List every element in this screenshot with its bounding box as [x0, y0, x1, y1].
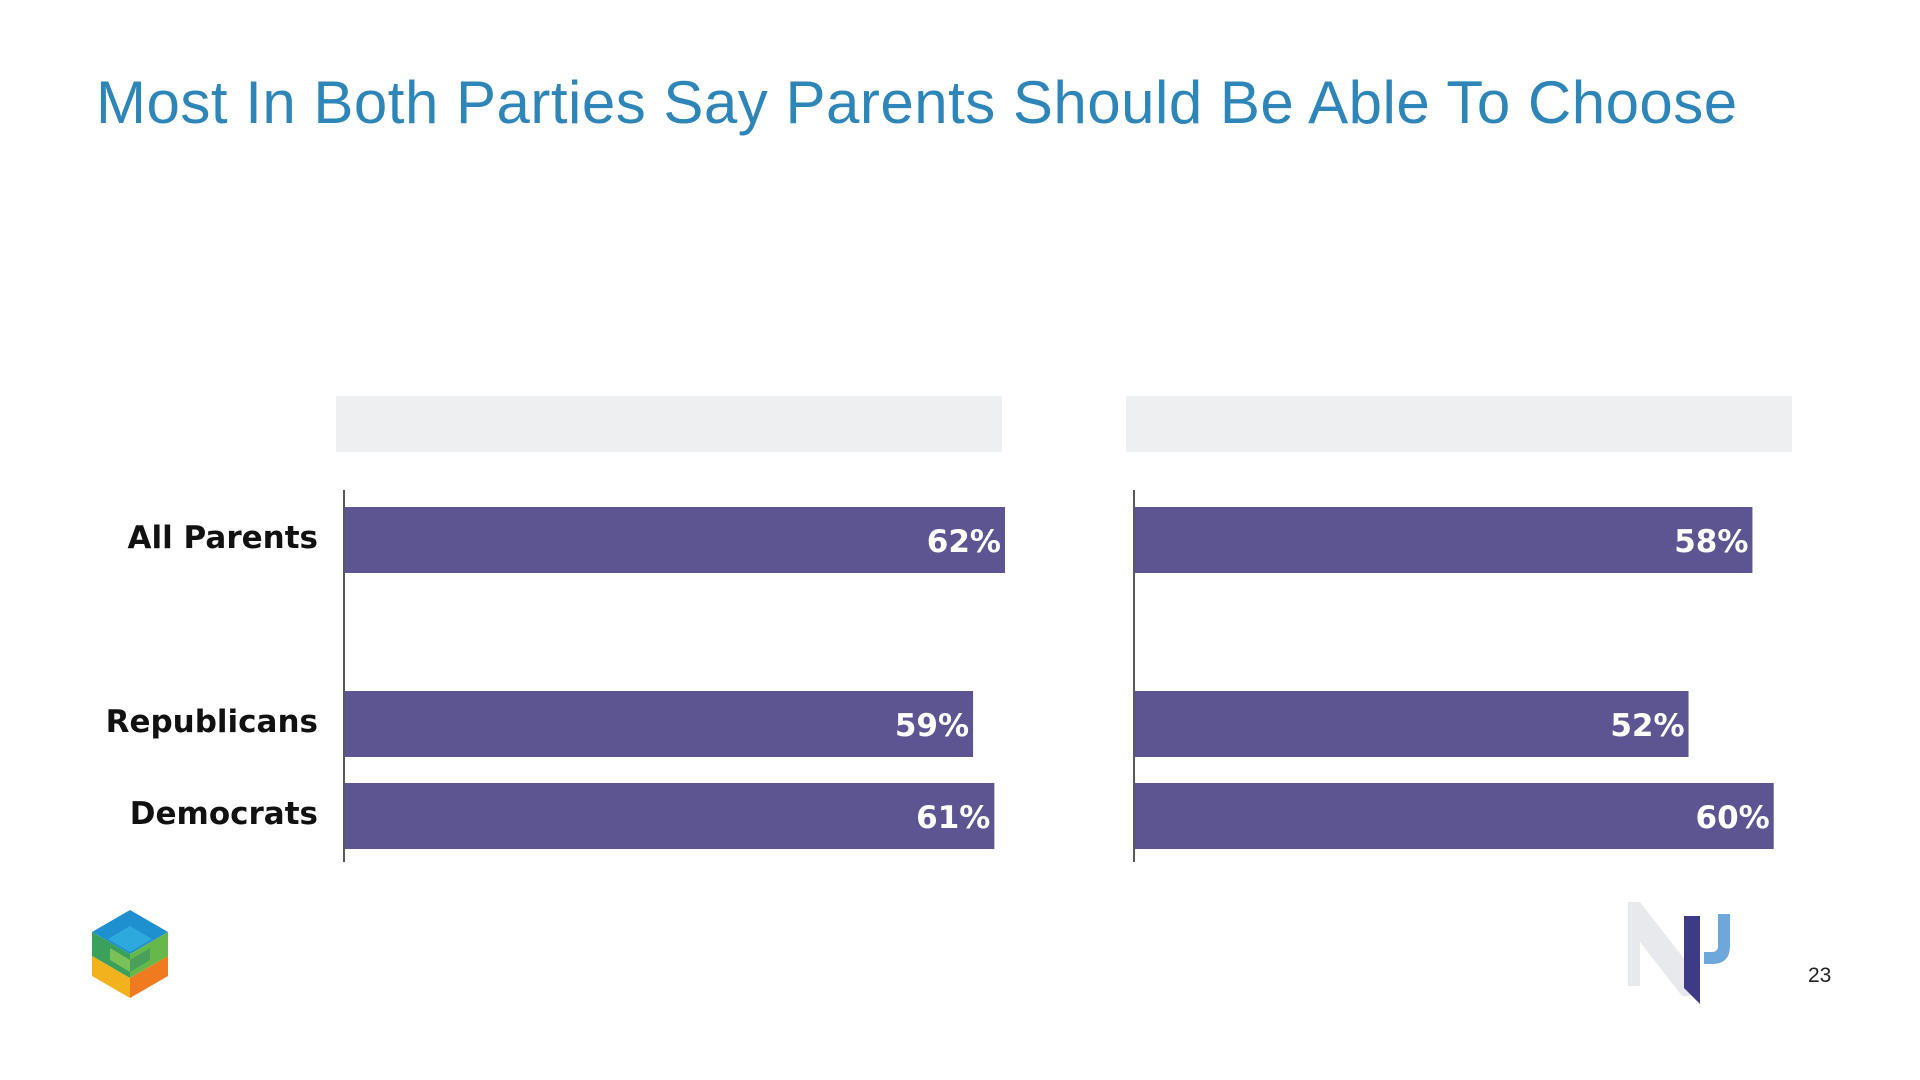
- category-label: Republicans: [105, 704, 318, 740]
- bar-democrats: [345, 783, 995, 849]
- bar-republicans: [1135, 691, 1689, 757]
- category-label: Democrats: [129, 796, 318, 832]
- page-number: 23: [1808, 964, 1832, 987]
- category-label: All Parents: [127, 520, 319, 556]
- panel-header-strip: [1126, 396, 1792, 452]
- data-label: 58%: [1674, 524, 1748, 560]
- bar-all-parents: [1135, 507, 1753, 573]
- np-logo-icon: [1628, 902, 1730, 1004]
- chart-panel-2: 58% 52% 60%: [1126, 396, 1792, 862]
- hexagon-cube-logo-icon: [92, 910, 168, 998]
- data-label: 61%: [916, 800, 990, 836]
- bar-democrats: [1135, 783, 1774, 849]
- panel-header-strip: [336, 396, 1002, 452]
- data-label: 59%: [895, 708, 969, 744]
- bar-republicans: [345, 691, 974, 757]
- bar-all-parents: [345, 507, 1005, 573]
- page-title: Most In Both Parties Say Parents Should …: [96, 69, 1738, 136]
- data-label: 60%: [1696, 800, 1770, 836]
- data-label: 52%: [1610, 708, 1684, 744]
- data-label: 62%: [927, 524, 1001, 560]
- chart-panel-1: 62% 59% 61%: [336, 396, 1005, 862]
